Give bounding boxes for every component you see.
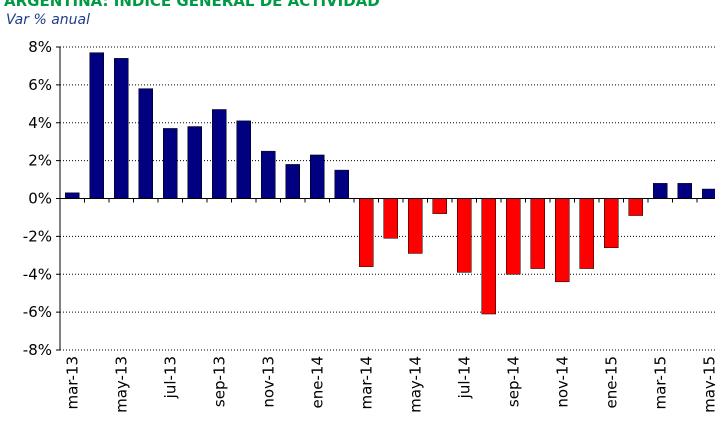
- bar: [236, 120, 251, 199]
- bar: [530, 198, 545, 269]
- chart-subtitle: Var % anual: [6, 12, 90, 28]
- bar: [432, 198, 447, 214]
- bar: [408, 198, 423, 254]
- y-tick-label: -6%: [23, 303, 52, 321]
- x-tick-label: nov-14: [553, 356, 571, 408]
- bar: [555, 198, 570, 283]
- y-tick-label: -4%: [23, 265, 52, 283]
- bar: [677, 183, 692, 199]
- x-tick-label: jul-14: [455, 356, 473, 399]
- x-tick-label: sep-14: [504, 356, 522, 407]
- x-tick-label: mar-14: [357, 356, 375, 410]
- y-tick-label: 0%: [28, 190, 52, 208]
- y-tick-label: 8%: [28, 38, 52, 56]
- bar: [285, 164, 300, 199]
- y-tick-label: 6%: [28, 76, 52, 94]
- x-tick-label: mar-15: [651, 356, 669, 410]
- bar: [628, 198, 643, 216]
- bar: [334, 169, 349, 199]
- y-tick-label: -2%: [23, 227, 52, 245]
- chart-title: ARGENTINA: ÍNDICE GENERAL DE ACTIVIDAD: [4, 0, 380, 10]
- bar: [212, 109, 227, 199]
- y-tick-label: -8%: [23, 341, 52, 359]
- bar: [604, 198, 619, 248]
- bar: [653, 183, 668, 199]
- x-tick-label: sep-13: [210, 356, 228, 407]
- x-tick-label: may-15: [700, 356, 715, 413]
- bar: [89, 52, 104, 199]
- x-tick-label: ene-14: [308, 356, 326, 408]
- y-tick-label: 2%: [28, 152, 52, 170]
- bar: [163, 128, 178, 199]
- bar: [579, 198, 594, 269]
- x-tick-label: may-13: [112, 356, 130, 413]
- x-tick-label: ene-15: [602, 356, 620, 408]
- bar: [359, 198, 374, 267]
- bar: [702, 188, 715, 199]
- bar: [114, 58, 129, 199]
- bar: [310, 154, 325, 199]
- bar: [65, 192, 80, 199]
- bar: [138, 88, 153, 199]
- bar: [187, 126, 202, 199]
- bar: [457, 198, 472, 273]
- bar: [481, 198, 496, 315]
- x-tick-label: jul-13: [161, 356, 179, 399]
- x-tick-label: may-14: [406, 356, 424, 413]
- bar: [383, 198, 398, 239]
- bar: [261, 150, 276, 199]
- y-tick-label: 4%: [28, 114, 52, 132]
- bar: [506, 198, 521, 275]
- x-tick-label: mar-13: [63, 356, 81, 410]
- x-tick-label: nov-13: [259, 356, 277, 408]
